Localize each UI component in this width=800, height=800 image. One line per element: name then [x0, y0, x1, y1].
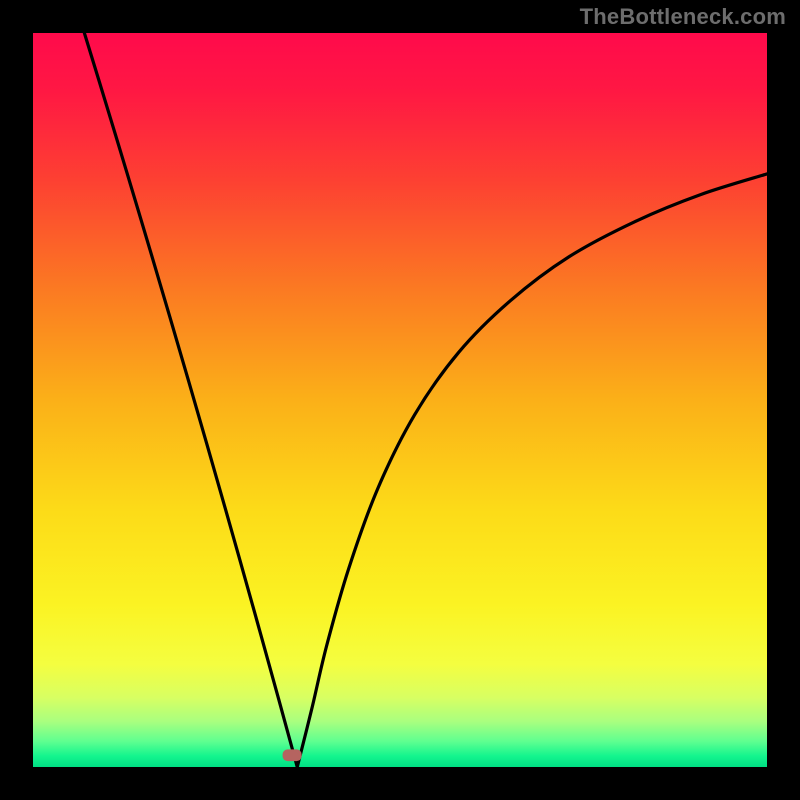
watermark-text: TheBottleneck.com: [580, 4, 786, 30]
bottleneck-chart: [0, 0, 800, 800]
plot-area-gradient: [33, 33, 767, 767]
chart-container: TheBottleneck.com: [0, 0, 800, 800]
minimum-marker: [283, 749, 302, 761]
